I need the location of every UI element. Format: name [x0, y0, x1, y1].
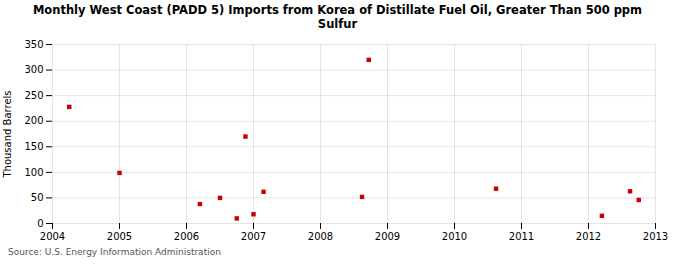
svg-text:100: 100	[24, 166, 43, 177]
svg-text:350: 350	[24, 38, 43, 49]
svg-text:2013: 2013	[643, 230, 668, 241]
svg-text:300: 300	[24, 64, 43, 75]
svg-text:50: 50	[31, 192, 44, 203]
svg-text:2012: 2012	[576, 230, 601, 241]
svg-text:2007: 2007	[241, 230, 266, 241]
html-text:Source: U.S. Energy Informatio: Source: U.S. Energy Information Administ…	[8, 246, 221, 257]
svg-text:250: 250	[24, 90, 43, 101]
svg-text:2008: 2008	[308, 230, 333, 241]
svg-text:2006: 2006	[174, 230, 199, 241]
svg-text:0: 0	[37, 217, 43, 228]
svg-text:2011: 2011	[509, 230, 534, 241]
svg-text:2010: 2010	[442, 230, 467, 241]
svg-text:2005: 2005	[107, 230, 132, 241]
svg-text:Thousand Barrels: Thousand Barrels	[2, 90, 13, 178]
svg-text:200: 200	[24, 115, 43, 126]
svg-text:150: 150	[24, 141, 43, 152]
html-text:Monthly West Coast (PADD 5) Im: Monthly West Coast (PADD 5) Imports from…	[32, 3, 643, 32]
svg-text:2009: 2009	[375, 230, 400, 241]
svg-text:2004: 2004	[40, 230, 65, 241]
